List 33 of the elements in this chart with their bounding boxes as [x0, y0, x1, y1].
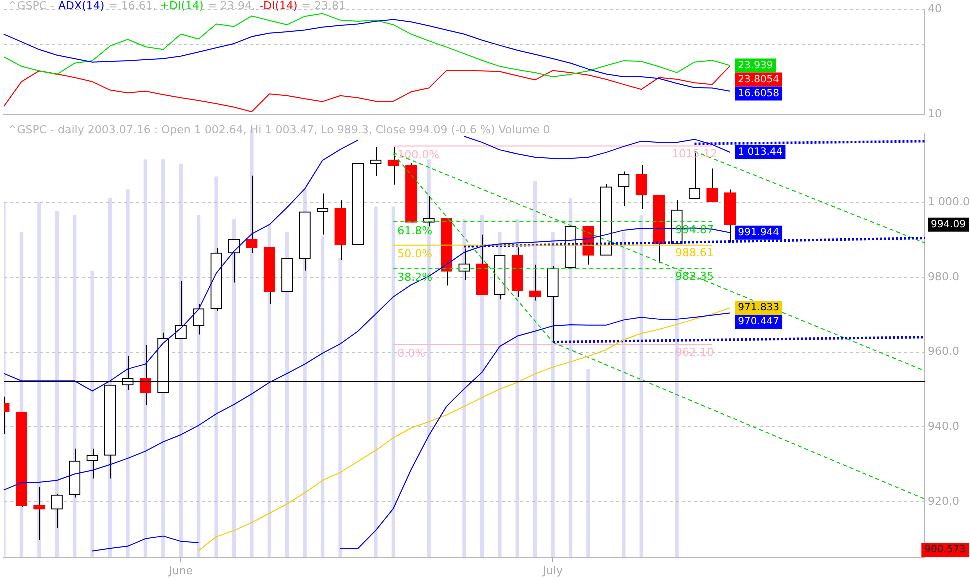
- series-label: 0.0%: [398, 346, 426, 360]
- data-label: 16.6058: [738, 88, 780, 100]
- text: -DI(14): [260, 0, 298, 12]
- series-label: 100.0%: [398, 148, 440, 162]
- series-label: +DI(14): [160, 0, 204, 12]
- data-label: 1 013.44: [738, 147, 783, 158]
- data-label: 982.35: [676, 270, 714, 284]
- data-label: 988.61: [676, 246, 714, 260]
- annotation: = 23.94,: [208, 0, 256, 12]
- data-label: 23.939: [738, 60, 774, 72]
- data-label: 970.447: [738, 316, 780, 328]
- data-label: 962.10: [676, 346, 714, 359]
- y-tick-label: 980.0: [928, 270, 960, 284]
- data-label: 971.833: [738, 302, 780, 314]
- x-tick-label: July: [542, 564, 564, 578]
- y-tick-label: 1 000.0: [928, 196, 970, 209]
- x-tick-label: June: [168, 564, 194, 578]
- y-tick-label: 960.0: [928, 345, 960, 358]
- data-label: 991.944: [738, 227, 780, 238]
- text: ADX(14): [58, 0, 105, 12]
- annotation: = 16.61,: [108, 0, 156, 12]
- annotation: = 23.81: [302, 0, 346, 12]
- y-tick-label: 940.0: [928, 420, 960, 433]
- series-label: 50.0%: [398, 248, 433, 261]
- chart-title: ^GSPC -: [8, 0, 55, 12]
- data-label: 23.8054: [738, 74, 780, 86]
- y-tick-label: 920.0: [928, 494, 960, 508]
- chart-title: ^GSPC - daily 2003.07.16 : Open 1 002.64, Hi 1 003.47, Lo 989.3, Close 994.09 (-0.6 %) Volume 0: [8, 123, 550, 136]
- series-label: 61.8%: [398, 224, 433, 238]
- y-tick-label: 10: [928, 107, 942, 120]
- annotation: 900.573: [924, 544, 966, 556]
- y-tick-label: 40: [928, 2, 942, 16]
- annotation: 994.09: [931, 219, 966, 230]
